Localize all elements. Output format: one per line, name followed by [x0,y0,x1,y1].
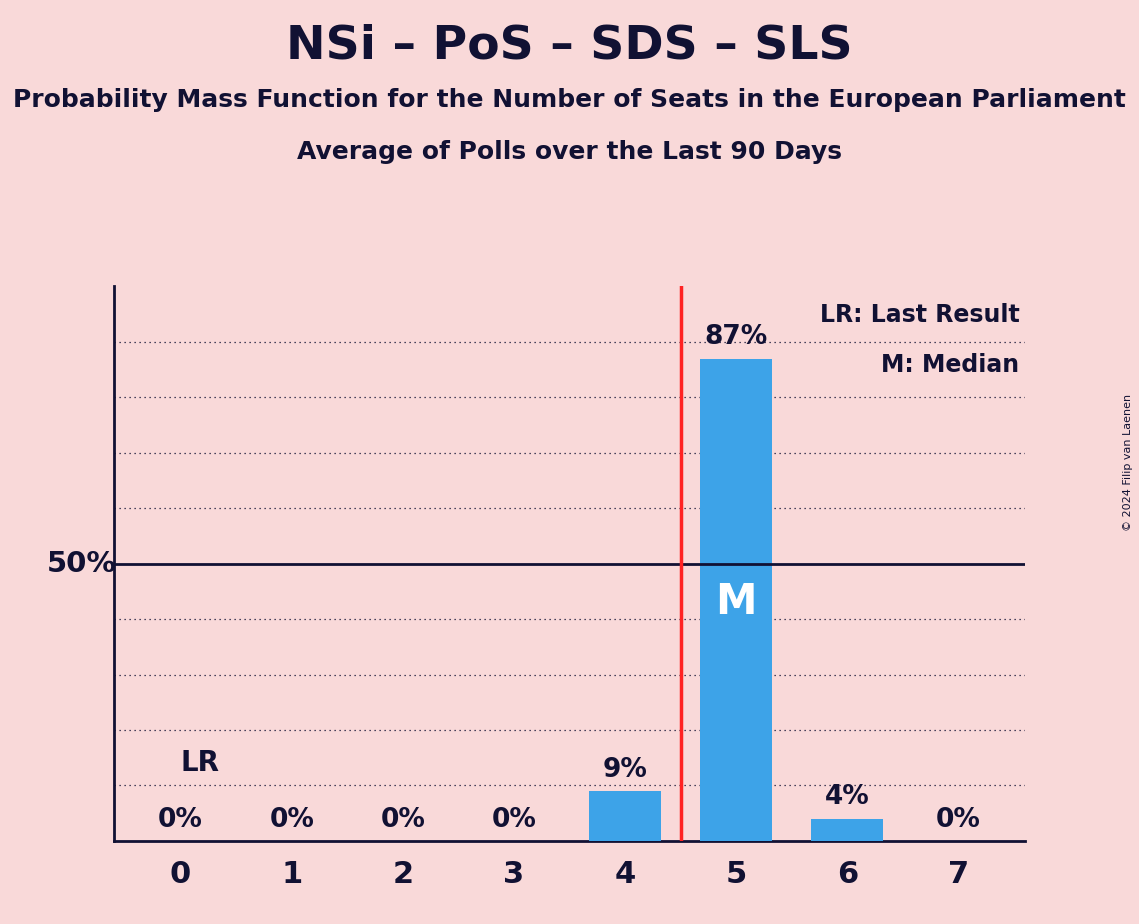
Text: 0%: 0% [492,807,536,833]
Text: M: Median: M: Median [882,353,1019,377]
Text: Probability Mass Function for the Number of Seats in the European Parliament: Probability Mass Function for the Number… [13,88,1126,112]
Text: 0%: 0% [269,807,314,833]
Bar [589,791,661,841]
Text: 9%: 9% [603,757,647,783]
Text: 50%: 50% [47,550,116,578]
Bar [811,819,884,841]
Text: NSi – PoS – SDS – SLS: NSi – PoS – SDS – SLS [286,23,853,68]
Text: 0%: 0% [936,807,981,833]
Bar [700,359,772,841]
Text: © 2024 Filip van Laenen: © 2024 Filip van Laenen [1123,394,1133,530]
Text: LR: LR [181,749,220,777]
Text: Average of Polls over the Last 90 Days: Average of Polls over the Last 90 Days [297,140,842,164]
Text: 87%: 87% [705,324,768,350]
Text: 0%: 0% [380,807,425,833]
Text: LR: Last Result: LR: Last Result [820,303,1019,327]
Text: 4%: 4% [825,784,870,810]
Text: M: M [715,581,757,624]
Text: 0%: 0% [158,807,203,833]
